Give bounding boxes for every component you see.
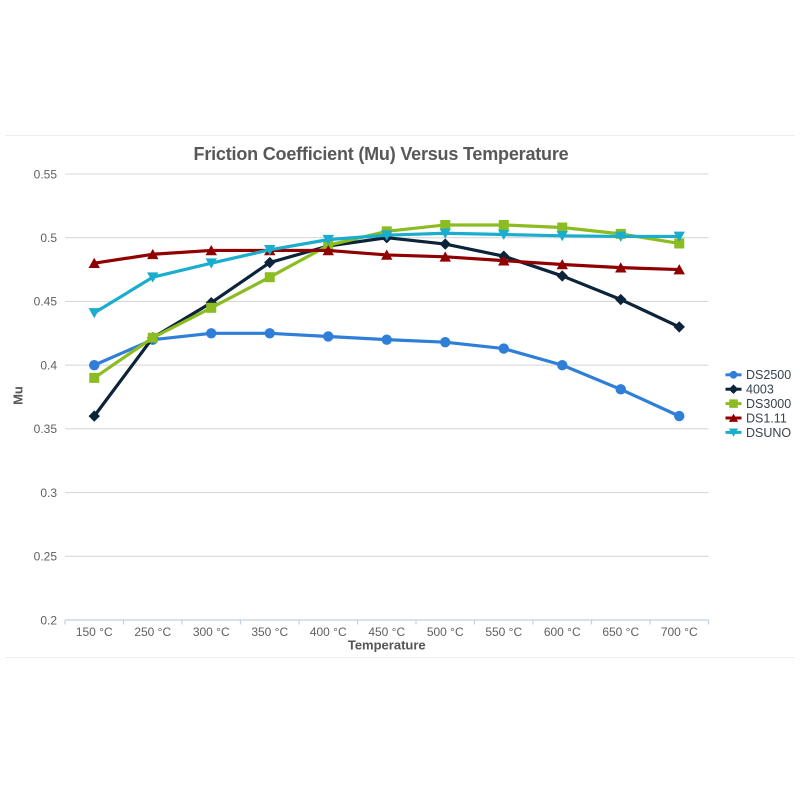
svg-text:4003: 4003 bbox=[746, 383, 774, 397]
svg-text:Temperature: Temperature bbox=[348, 638, 426, 653]
svg-text:DS2500: DS2500 bbox=[746, 368, 791, 382]
svg-text:400 °C: 400 °C bbox=[310, 625, 347, 639]
svg-text:Friction Coefficient (Mu) Vers: Friction Coefficient (Mu) Versus Tempera… bbox=[194, 144, 569, 164]
svg-text:500 °C: 500 °C bbox=[427, 625, 464, 639]
svg-text:600 °C: 600 °C bbox=[544, 625, 581, 639]
svg-text:650 °C: 650 °C bbox=[602, 625, 639, 639]
svg-text:0.2: 0.2 bbox=[40, 613, 57, 627]
svg-text:0.5: 0.5 bbox=[40, 231, 57, 245]
svg-text:300 °C: 300 °C bbox=[193, 625, 230, 639]
svg-text:0.3: 0.3 bbox=[40, 486, 57, 500]
svg-text:550 °C: 550 °C bbox=[485, 625, 522, 639]
svg-text:0.55: 0.55 bbox=[34, 167, 58, 181]
svg-text:150 °C: 150 °C bbox=[76, 625, 113, 639]
svg-text:Mu: Mu bbox=[11, 386, 26, 405]
svg-text:450 °C: 450 °C bbox=[368, 625, 405, 639]
svg-text:700 °C: 700 °C bbox=[661, 625, 698, 639]
svg-text:0.4: 0.4 bbox=[40, 358, 57, 372]
svg-text:DS3000: DS3000 bbox=[746, 397, 791, 411]
svg-text:350 °C: 350 °C bbox=[251, 625, 288, 639]
svg-text:0.25: 0.25 bbox=[34, 550, 58, 564]
svg-text:DSUNO: DSUNO bbox=[746, 426, 791, 440]
svg-text:0.35: 0.35 bbox=[34, 422, 58, 436]
svg-text:0.45: 0.45 bbox=[34, 295, 58, 309]
svg-text:250 °C: 250 °C bbox=[134, 625, 171, 639]
svg-text:DS1.11: DS1.11 bbox=[746, 411, 787, 425]
